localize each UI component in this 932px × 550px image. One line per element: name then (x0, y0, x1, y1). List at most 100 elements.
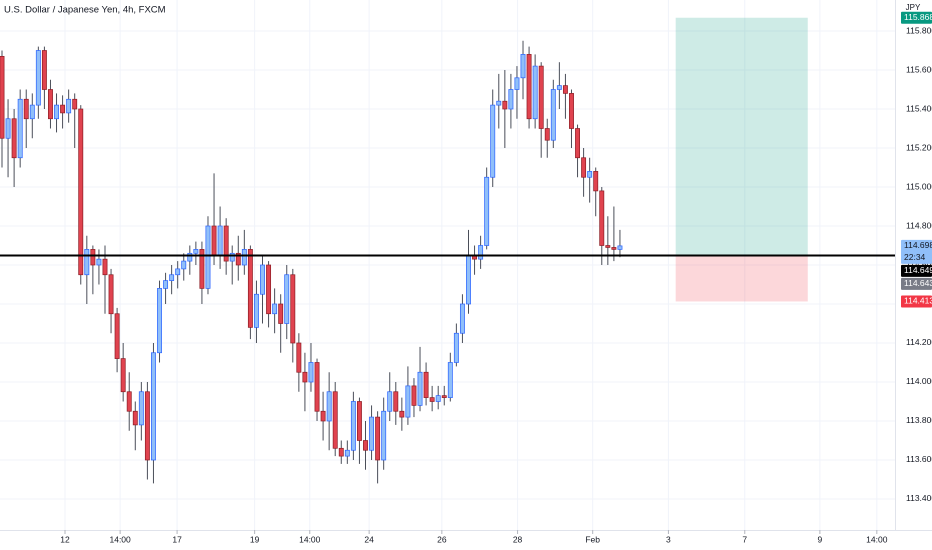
candle-body (120, 358, 126, 393)
x-tick-label: 3 (666, 534, 671, 544)
candle-layer (0, 40, 895, 484)
position-layer (675, 17, 808, 302)
candle-body (550, 89, 556, 141)
x-tick-label: 24 (364, 534, 374, 544)
candle-body (211, 225, 217, 256)
candle-body (290, 274, 296, 344)
price-label-bg (901, 295, 932, 308)
candle-body (411, 385, 417, 406)
candle-body (441, 395, 447, 398)
candle-body (320, 410, 326, 422)
candle-body (102, 258, 108, 276)
candle-body (114, 313, 120, 359)
candle-body (562, 85, 568, 94)
candle-body (314, 362, 320, 412)
y-tick-label: 115.600 (906, 64, 932, 74)
x-tick-label: 26 (437, 534, 447, 544)
price-label-bg (901, 277, 932, 290)
candle-body (181, 260, 187, 270)
price-label: 115.868 (904, 12, 932, 22)
candle-body (253, 293, 259, 328)
candle-body (241, 249, 247, 266)
candle-body (611, 247, 617, 250)
y-tick-label: 114.600 (906, 259, 932, 269)
candle-body (199, 249, 205, 289)
candle-body (163, 280, 169, 289)
candle-body (490, 104, 496, 178)
currency-label: JPY (906, 3, 921, 12)
candle-body (587, 171, 593, 178)
candle-body (605, 245, 611, 248)
x-tick-label: 19 (250, 534, 260, 544)
x-tick-label: 14:00 (299, 534, 321, 544)
candle-body (175, 268, 181, 276)
x-tick-label: 14:00 (109, 534, 131, 544)
candle-body (356, 401, 362, 441)
candle-body (423, 371, 429, 398)
candle-body (435, 395, 441, 402)
candle-body (41, 50, 47, 90)
candle-body (332, 391, 338, 449)
chart-title: U.S. Dollar / Japanese Yen, 4h, FXCM (4, 5, 166, 16)
candle-body (229, 252, 235, 262)
y-tick-label: 113.600 (906, 454, 932, 464)
candle-body (581, 157, 587, 178)
candle-body (453, 332, 459, 363)
y-tick-label: 115.000 (906, 181, 932, 191)
candle-body (484, 176, 490, 246)
candle-body (429, 397, 435, 402)
candle-body (556, 85, 562, 90)
candle-body (5, 118, 11, 139)
candle-body (466, 254, 471, 305)
candle-body (338, 447, 344, 457)
candle-body (459, 303, 465, 334)
candle-body (284, 274, 290, 324)
y-tick-label: 113.800 (906, 415, 932, 425)
candle-body (84, 249, 90, 276)
price-label-bg (901, 264, 932, 277)
candle-body (60, 104, 66, 114)
candle-body (393, 391, 399, 412)
price-label-bg (901, 11, 932, 24)
price-label: 114.649 (904, 265, 932, 275)
candle-body (23, 98, 29, 120)
candle-body (72, 98, 78, 110)
candle-body (78, 108, 84, 276)
y-tick-label: 114.200 (906, 337, 932, 347)
candle-body (138, 391, 144, 426)
price-label: 114.698 (904, 240, 932, 250)
candle-body (405, 385, 411, 418)
x-tick-label: 28 (513, 534, 523, 544)
candle-body (593, 171, 599, 192)
x-tick-label: 17 (172, 534, 182, 544)
candle-body (235, 252, 241, 266)
candle-body (223, 225, 229, 262)
candle-body (260, 264, 265, 295)
price-label: 114.413 (904, 296, 932, 306)
candle-body (29, 104, 35, 120)
candle-body (66, 98, 72, 114)
y-tick-label: 115.400 (906, 103, 932, 113)
y-tick-label: 113.400 (906, 493, 932, 503)
candle-body (575, 128, 580, 159)
candle-body (205, 225, 211, 289)
candle-body (363, 440, 368, 451)
candle-body (617, 245, 623, 250)
candle-body (0, 56, 5, 139)
candle-body (569, 93, 574, 129)
candle-body (296, 342, 302, 373)
candle-body (96, 258, 102, 266)
candle-body (126, 391, 132, 412)
candle-body (514, 77, 520, 90)
candle-body (478, 245, 484, 260)
candle-body (387, 391, 393, 412)
candle-body (599, 190, 605, 246)
candle-body (132, 410, 138, 426)
candle-body (526, 54, 532, 120)
candle-body (308, 362, 314, 383)
x-tick-label: Feb (585, 534, 600, 544)
y-tick-label: 115.200 (906, 142, 932, 152)
candle-body (399, 410, 405, 418)
